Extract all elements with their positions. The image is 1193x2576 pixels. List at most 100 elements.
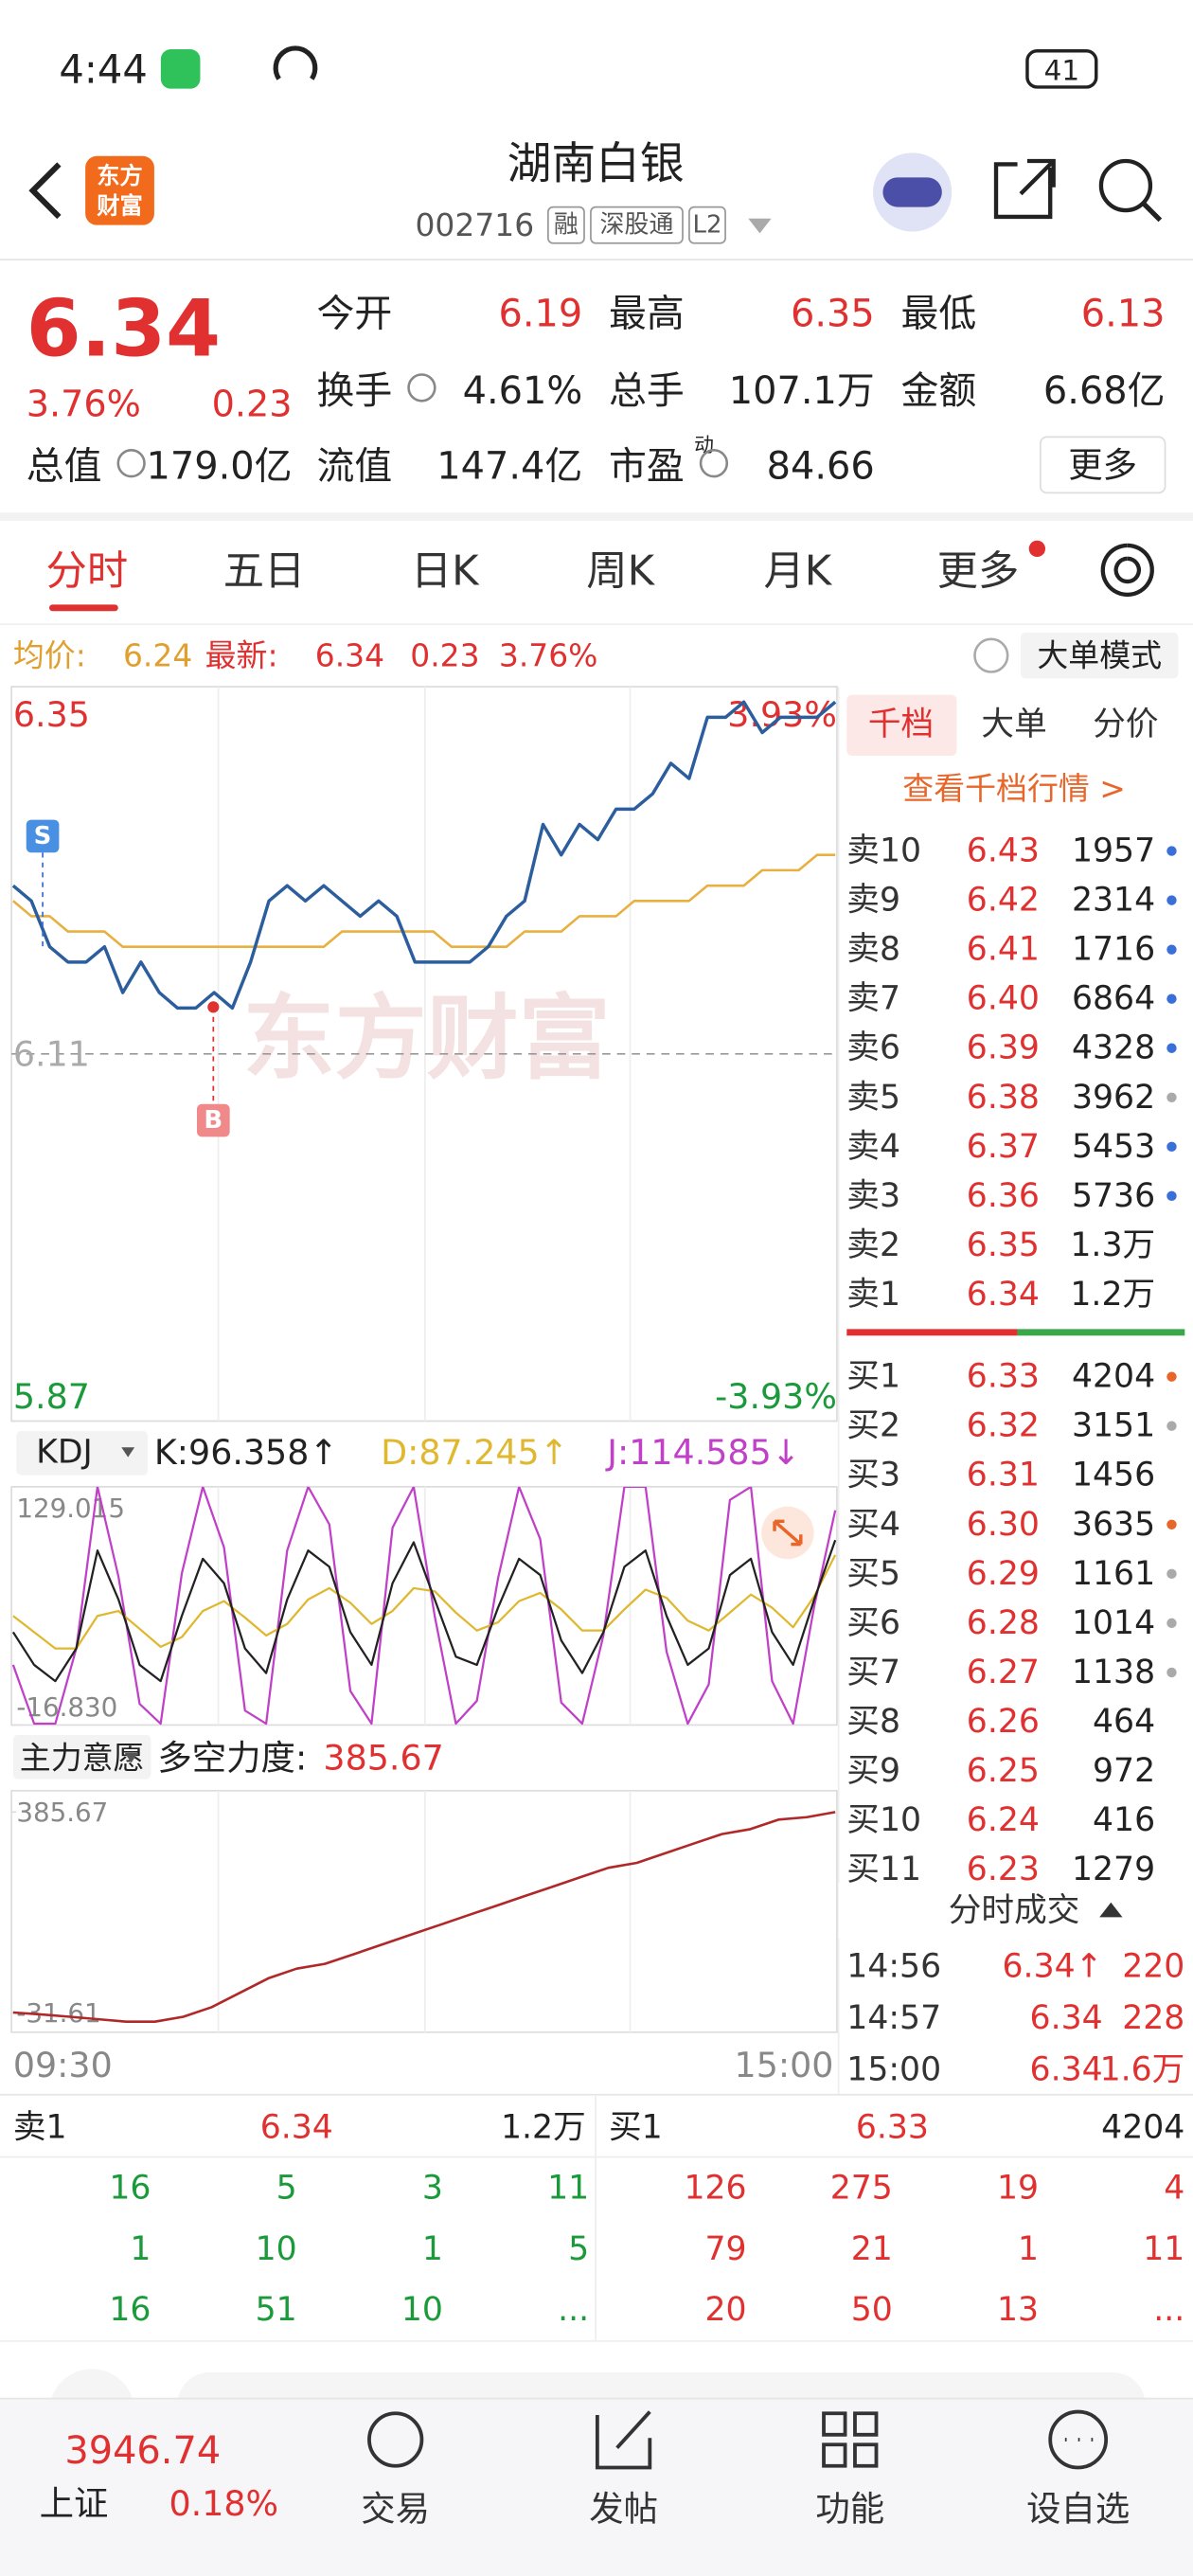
book-price: 6.37 xyxy=(967,1128,1040,1166)
series-line xyxy=(12,1554,837,1650)
tab[interactable]: 分时 xyxy=(46,548,129,596)
trade-time: 14:57 xyxy=(846,1999,941,2037)
depth-price: 6.33 xyxy=(856,2108,929,2146)
book-tab[interactable]: 大单 xyxy=(981,706,1046,743)
mode-button[interactable] xyxy=(1021,632,1179,679)
search-button[interactable] xyxy=(1098,158,1153,213)
series-line xyxy=(12,1811,836,2024)
nav-item[interactable]: 发帖 xyxy=(589,2488,658,2529)
book-label: 买1 xyxy=(846,1358,900,1396)
book-volume: 5453 xyxy=(1072,1128,1155,1166)
back-button[interactable] xyxy=(28,162,62,220)
depth-order: 16 xyxy=(109,2291,151,2329)
status-icon xyxy=(160,49,201,89)
book-price: 6.30 xyxy=(967,1506,1040,1544)
field-value: 6.68亿 xyxy=(1043,369,1166,413)
field-value: 6.13 xyxy=(1081,292,1166,335)
depth-label: 买1 xyxy=(609,2108,663,2146)
marker-b xyxy=(196,1103,230,1137)
book-row: 买3 6.31 1456 xyxy=(846,1457,1155,1494)
gear-button[interactable] xyxy=(1100,543,1154,598)
book-label: 买3 xyxy=(846,1457,900,1494)
book-row: 卖9 6.42 2314 xyxy=(846,882,1177,920)
book-link[interactable]: 查看千档行情 > xyxy=(902,770,1126,807)
book-label: 买4 xyxy=(846,1506,900,1544)
field-label: 金额 xyxy=(900,369,976,413)
book-volume: 1138 xyxy=(1072,1654,1155,1691)
book-price: 6.41 xyxy=(967,931,1040,969)
indicator-select[interactable] xyxy=(12,1734,151,1780)
book-volume: 3962 xyxy=(1072,1079,1155,1117)
field-value: 6.19 xyxy=(499,292,583,335)
trade-volume: 228 xyxy=(1122,1999,1184,2037)
share-button[interactable] xyxy=(993,158,1056,220)
book-tab[interactable]: 千档 xyxy=(868,706,934,743)
logo xyxy=(85,155,154,225)
avg-value: 6.24 xyxy=(123,637,192,674)
depth-volume: 1.2万 xyxy=(501,2108,586,2146)
battery-level: 41 xyxy=(1044,55,1079,87)
field-label: 换手 xyxy=(316,369,392,413)
book-volume: 416 xyxy=(1093,1801,1155,1839)
latest-label: 最新: xyxy=(205,637,278,674)
more-button[interactable] xyxy=(1039,436,1166,494)
x-tick-label: 09:30 xyxy=(13,2045,113,2085)
more-text: 更多 xyxy=(1068,444,1137,485)
y2-tick-label: -3.93% xyxy=(715,1376,837,1417)
depth-order: 10 xyxy=(256,2230,297,2268)
nav-item[interactable]: 交易 xyxy=(361,2488,430,2529)
book-volume: 3635 xyxy=(1072,1506,1155,1544)
depth-order: 11 xyxy=(547,2170,589,2208)
book-dot xyxy=(1166,1421,1177,1431)
latest-change: 0.23 xyxy=(410,637,479,674)
nav-icon[interactable] xyxy=(367,2411,424,2468)
tab[interactable]: 周K xyxy=(586,548,655,596)
book-volume: 972 xyxy=(1093,1752,1155,1790)
depth-order: 4 xyxy=(1164,2170,1184,2208)
book-price: 6.27 xyxy=(967,1654,1040,1691)
indicator-select[interactable] xyxy=(16,1430,148,1476)
field-label: 总手 xyxy=(609,369,685,413)
info-icon xyxy=(407,373,436,402)
depth-volume: 4204 xyxy=(1101,2108,1184,2146)
book-label: 卖1 xyxy=(846,1276,900,1314)
book-row: 卖1 6.34 1.2万 xyxy=(846,1276,1155,1314)
tab[interactable]: 月K xyxy=(763,548,832,596)
book-tab-active[interactable] xyxy=(846,694,957,756)
book-price: 6.39 xyxy=(967,1029,1040,1067)
nav-icon[interactable] xyxy=(1048,2409,1109,2470)
tab[interactable]: 五日 xyxy=(223,548,306,596)
nav-icon[interactable] xyxy=(822,2411,879,2468)
depth-order: 1 xyxy=(1018,2230,1039,2268)
book-dot xyxy=(1166,1371,1177,1382)
book-label: 卖8 xyxy=(846,931,900,969)
depth-order: 21 xyxy=(851,2230,893,2268)
dropdown xyxy=(748,218,772,234)
nav-item[interactable]: 功能 xyxy=(815,2488,884,2529)
nav-icon[interactable] xyxy=(595,2410,652,2470)
legend-entry: J:114.585↓ xyxy=(605,1432,800,1473)
nav-item[interactable]: 设自选 xyxy=(1026,2488,1130,2529)
book-price: 6.31 xyxy=(967,1457,1040,1494)
book-label: 卖7 xyxy=(846,980,900,1018)
depth-order: ... xyxy=(558,2291,589,2329)
book-label: 卖4 xyxy=(846,1128,900,1166)
indicator-name: 主力意愿 xyxy=(20,1740,145,1777)
help-icon xyxy=(973,637,1009,673)
book-volume: 1.2万 xyxy=(1070,1276,1155,1314)
mode-text: 大单模式 xyxy=(1037,637,1162,674)
book-tab[interactable]: 分价 xyxy=(1093,706,1158,743)
book-price: 6.35 xyxy=(967,1226,1040,1264)
book-label: 买7 xyxy=(846,1654,900,1691)
tab[interactable]: 日K xyxy=(411,548,480,596)
depth-order: 5 xyxy=(568,2230,589,2268)
depth-price: 6.34 xyxy=(260,2108,333,2146)
depth-order: 1 xyxy=(422,2230,443,2268)
book-row: 卖5 6.38 3962 xyxy=(846,1079,1177,1117)
dropdown xyxy=(121,1447,135,1458)
index-pct: 0.18% xyxy=(169,2483,279,2524)
logo-text: 财富 xyxy=(97,191,143,219)
tab[interactable]: 更多 xyxy=(937,548,1020,596)
book-price: 6.26 xyxy=(967,1703,1040,1741)
y-tick-label: 129.015 xyxy=(16,1493,125,1524)
